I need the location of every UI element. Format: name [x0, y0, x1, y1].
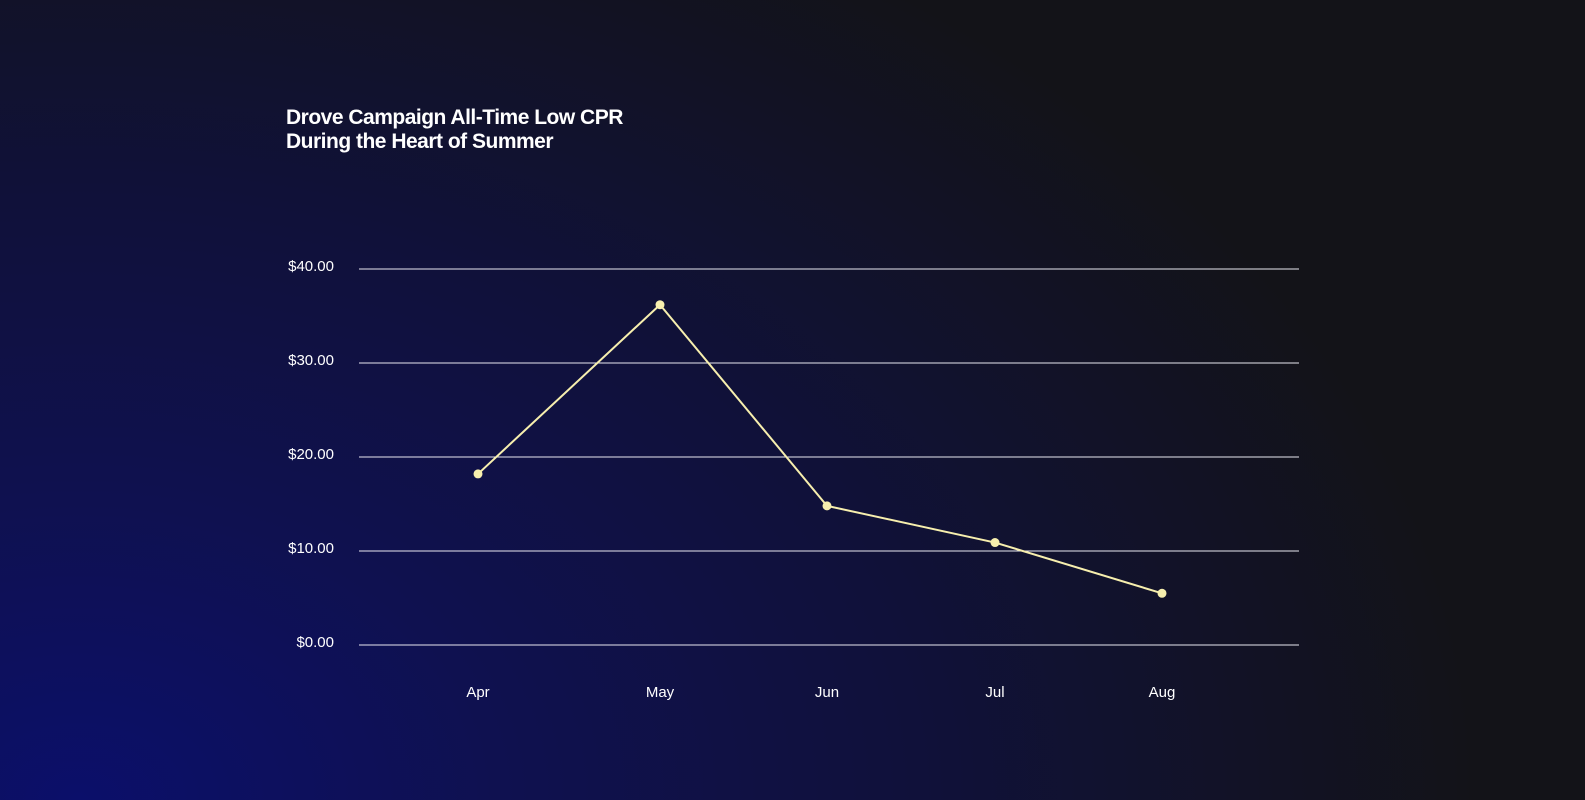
x-tick-label: Apr	[466, 684, 489, 701]
gridlines	[359, 268, 1299, 646]
series-line-layer	[477, 303, 1163, 595]
data-point	[990, 538, 1000, 548]
data-point	[822, 501, 832, 511]
series-line	[477, 303, 1163, 595]
y-tick-label: $10.00	[288, 540, 334, 557]
y-tick-label: $40.00	[288, 258, 334, 275]
y-tick-label: $20.00	[288, 446, 334, 463]
chart-title-line-2: During the Heart of Summer	[286, 130, 554, 153]
data-point	[1157, 588, 1167, 598]
y-tick-label: $0.00	[296, 634, 334, 651]
chart-title-line-1: Drove Campaign All-Time Low CPR	[286, 106, 623, 129]
x-tick-label: Aug	[1149, 684, 1176, 701]
data-points	[473, 300, 1167, 598]
x-axis-labels: Apr May Jun Jul Aug	[466, 684, 1175, 701]
x-tick-label: Jul	[985, 684, 1004, 701]
chart-title: Drove Campaign All-Time Low CPR During t…	[286, 106, 623, 154]
x-tick-label: Jun	[815, 684, 839, 701]
data-point	[473, 469, 483, 479]
x-tick-label: May	[646, 684, 675, 701]
y-tick-label: $30.00	[288, 352, 334, 369]
data-point	[655, 300, 665, 310]
y-axis-labels: $0.00 $10.00 $20.00 $30.00 $40.00	[288, 258, 334, 651]
